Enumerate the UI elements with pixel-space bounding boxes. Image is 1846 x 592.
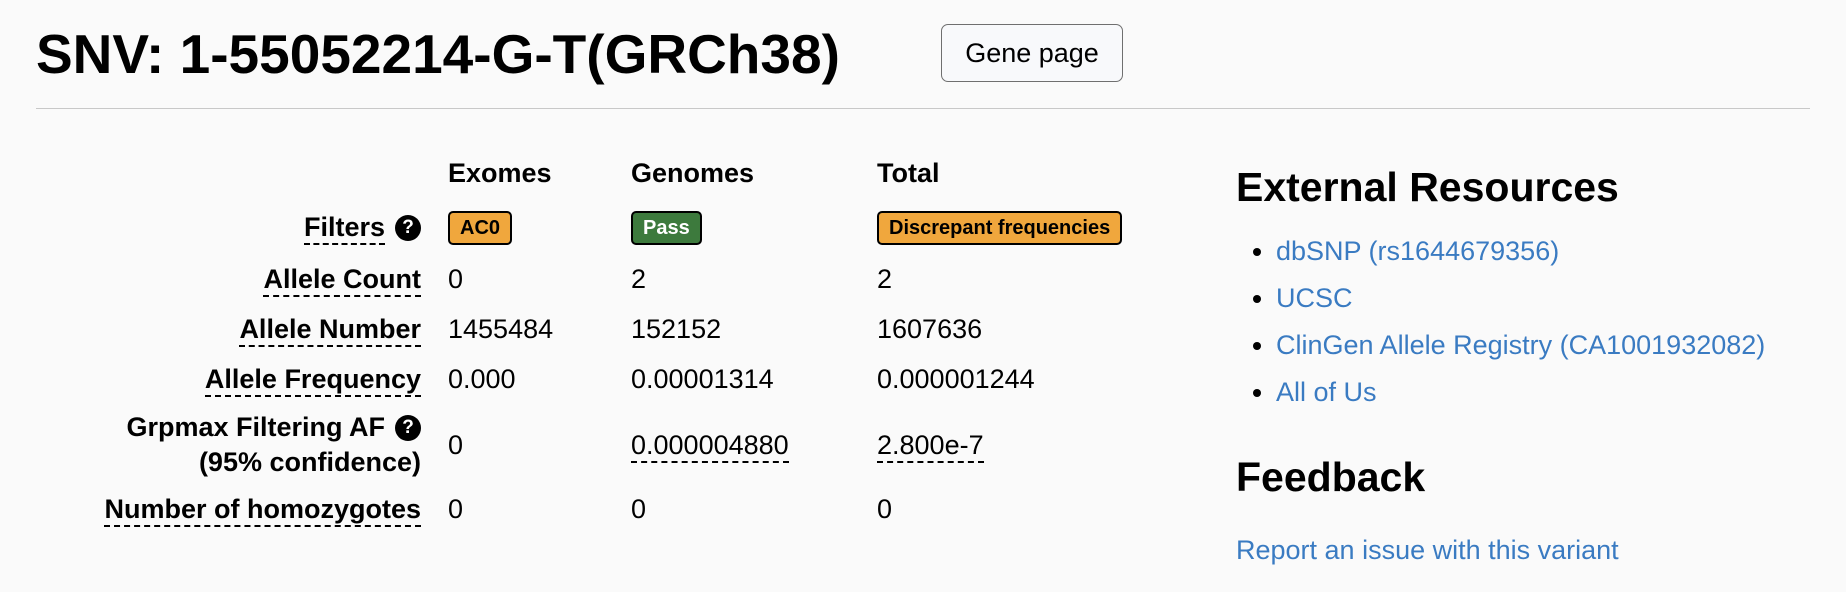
allele-frequency-total: 0.000001244 [877, 364, 1035, 394]
question-circle-icon[interactable]: ? [395, 414, 421, 441]
column-header-genomes: Genomes [631, 158, 755, 188]
grpmax-genomes-value: 0.000004880 [631, 430, 789, 463]
homozygotes-exomes: 0 [448, 494, 464, 524]
list-item: dbSNP (rs1644679356) [1276, 228, 1816, 275]
allele-number-genomes: 152152 [631, 314, 722, 344]
allele-count-row: Allele Count 0 2 2 [36, 264, 1176, 300]
page-header: SNV: 1-55052214-G-T(GRCh38) Gene page [36, 0, 1810, 109]
all-of-us-link[interactable]: All of Us [1276, 377, 1377, 407]
homozygotes-total: 0 [877, 494, 893, 524]
grpmax-label-line2: (95% confidence) [198, 447, 421, 477]
filters-label[interactable]: Filters? [303, 212, 421, 245]
allele-frequency-genomes: 0.00001314 [631, 364, 774, 394]
feedback-title: Feedback [1236, 454, 1426, 500]
filter-badge-total: Discrepant frequencies [877, 210, 1123, 245]
filter-badge-genomes: Pass [631, 210, 702, 245]
frequency-table: Exomes Genomes Total Filters? AC0 Pass D… [36, 158, 1176, 558]
grpmax-label: Grpmax Filtering AF? (95% confidence) [126, 410, 421, 480]
allele-frequency-exomes: 0.000 [448, 364, 516, 394]
allele-count-exomes: 0 [448, 264, 464, 294]
filter-badge-exomes: AC0 [448, 210, 513, 245]
dbsnp-link[interactable]: dbSNP (rs1644679356) [1276, 236, 1560, 266]
external-resources-list: dbSNP (rs1644679356) UCSC ClinGen Allele… [1236, 228, 1816, 416]
discrepant-frequencies-badge[interactable]: Discrepant frequencies [877, 211, 1123, 245]
clingen-link[interactable]: ClinGen Allele Registry (CA1001932082) [1276, 330, 1766, 360]
allele-count-label[interactable]: Allele Count [263, 264, 421, 297]
homozygotes-label[interactable]: Number of homozygotes [104, 494, 421, 527]
external-resources-section: External Resources dbSNP (rs1644679356) … [1236, 162, 1816, 416]
grpmax-label-line1: Grpmax Filtering AF [126, 412, 385, 442]
allele-number-label-text: Allele Number [239, 314, 421, 347]
grpmax-exomes: 0 [448, 430, 464, 460]
question-circle-icon[interactable]: ? [395, 215, 421, 241]
ac0-badge[interactable]: AC0 [448, 211, 513, 245]
filters-row: Filters? AC0 Pass Discrepant frequencies [36, 210, 1176, 250]
gene-page-button[interactable]: Gene page [941, 24, 1123, 82]
allele-number-exomes: 1455484 [448, 314, 554, 344]
page-title: SNV: 1-55052214-G-T(GRCh38) [36, 23, 840, 85]
grpmax-total-value: 2.800e-7 [877, 430, 984, 463]
allele-count-total: 2 [877, 264, 893, 294]
grpmax-genomes[interactable]: 0.000004880 [631, 430, 789, 463]
grpmax-row: Grpmax Filtering AF? (95% confidence) 0 … [36, 410, 1176, 486]
list-item: All of Us [1276, 369, 1816, 416]
grpmax-total[interactable]: 2.800e-7 [877, 430, 984, 463]
allele-frequency-label-text: Allele Frequency [204, 364, 421, 397]
filters-label-text: Filters [303, 212, 385, 245]
allele-frequency-label[interactable]: Allele Frequency [204, 364, 421, 397]
list-item: ClinGen Allele Registry (CA1001932082) [1276, 322, 1816, 369]
homozygotes-genomes: 0 [631, 494, 647, 524]
allele-number-total: 1607636 [877, 314, 983, 344]
homozygotes-label-text: Number of homozygotes [104, 494, 421, 527]
allele-number-row: Allele Number 1455484 152152 1607636 [36, 314, 1176, 350]
ucsc-link[interactable]: UCSC [1276, 283, 1353, 313]
homozygotes-row: Number of homozygotes 0 0 0 [36, 494, 1176, 530]
allele-count-label-text: Allele Count [263, 264, 421, 297]
column-header-exomes: Exomes [448, 158, 552, 188]
pass-badge[interactable]: Pass [631, 211, 702, 245]
column-header-total: Total [877, 158, 940, 188]
external-resources-title: External Resources [1236, 164, 1619, 210]
allele-frequency-row: Allele Frequency 0.000 0.00001314 0.0000… [36, 364, 1176, 400]
list-item: UCSC [1276, 275, 1816, 322]
report-issue-link[interactable]: Report an issue with this variant [1236, 535, 1619, 565]
allele-count-genomes: 2 [631, 264, 647, 294]
allele-number-label[interactable]: Allele Number [239, 314, 421, 347]
